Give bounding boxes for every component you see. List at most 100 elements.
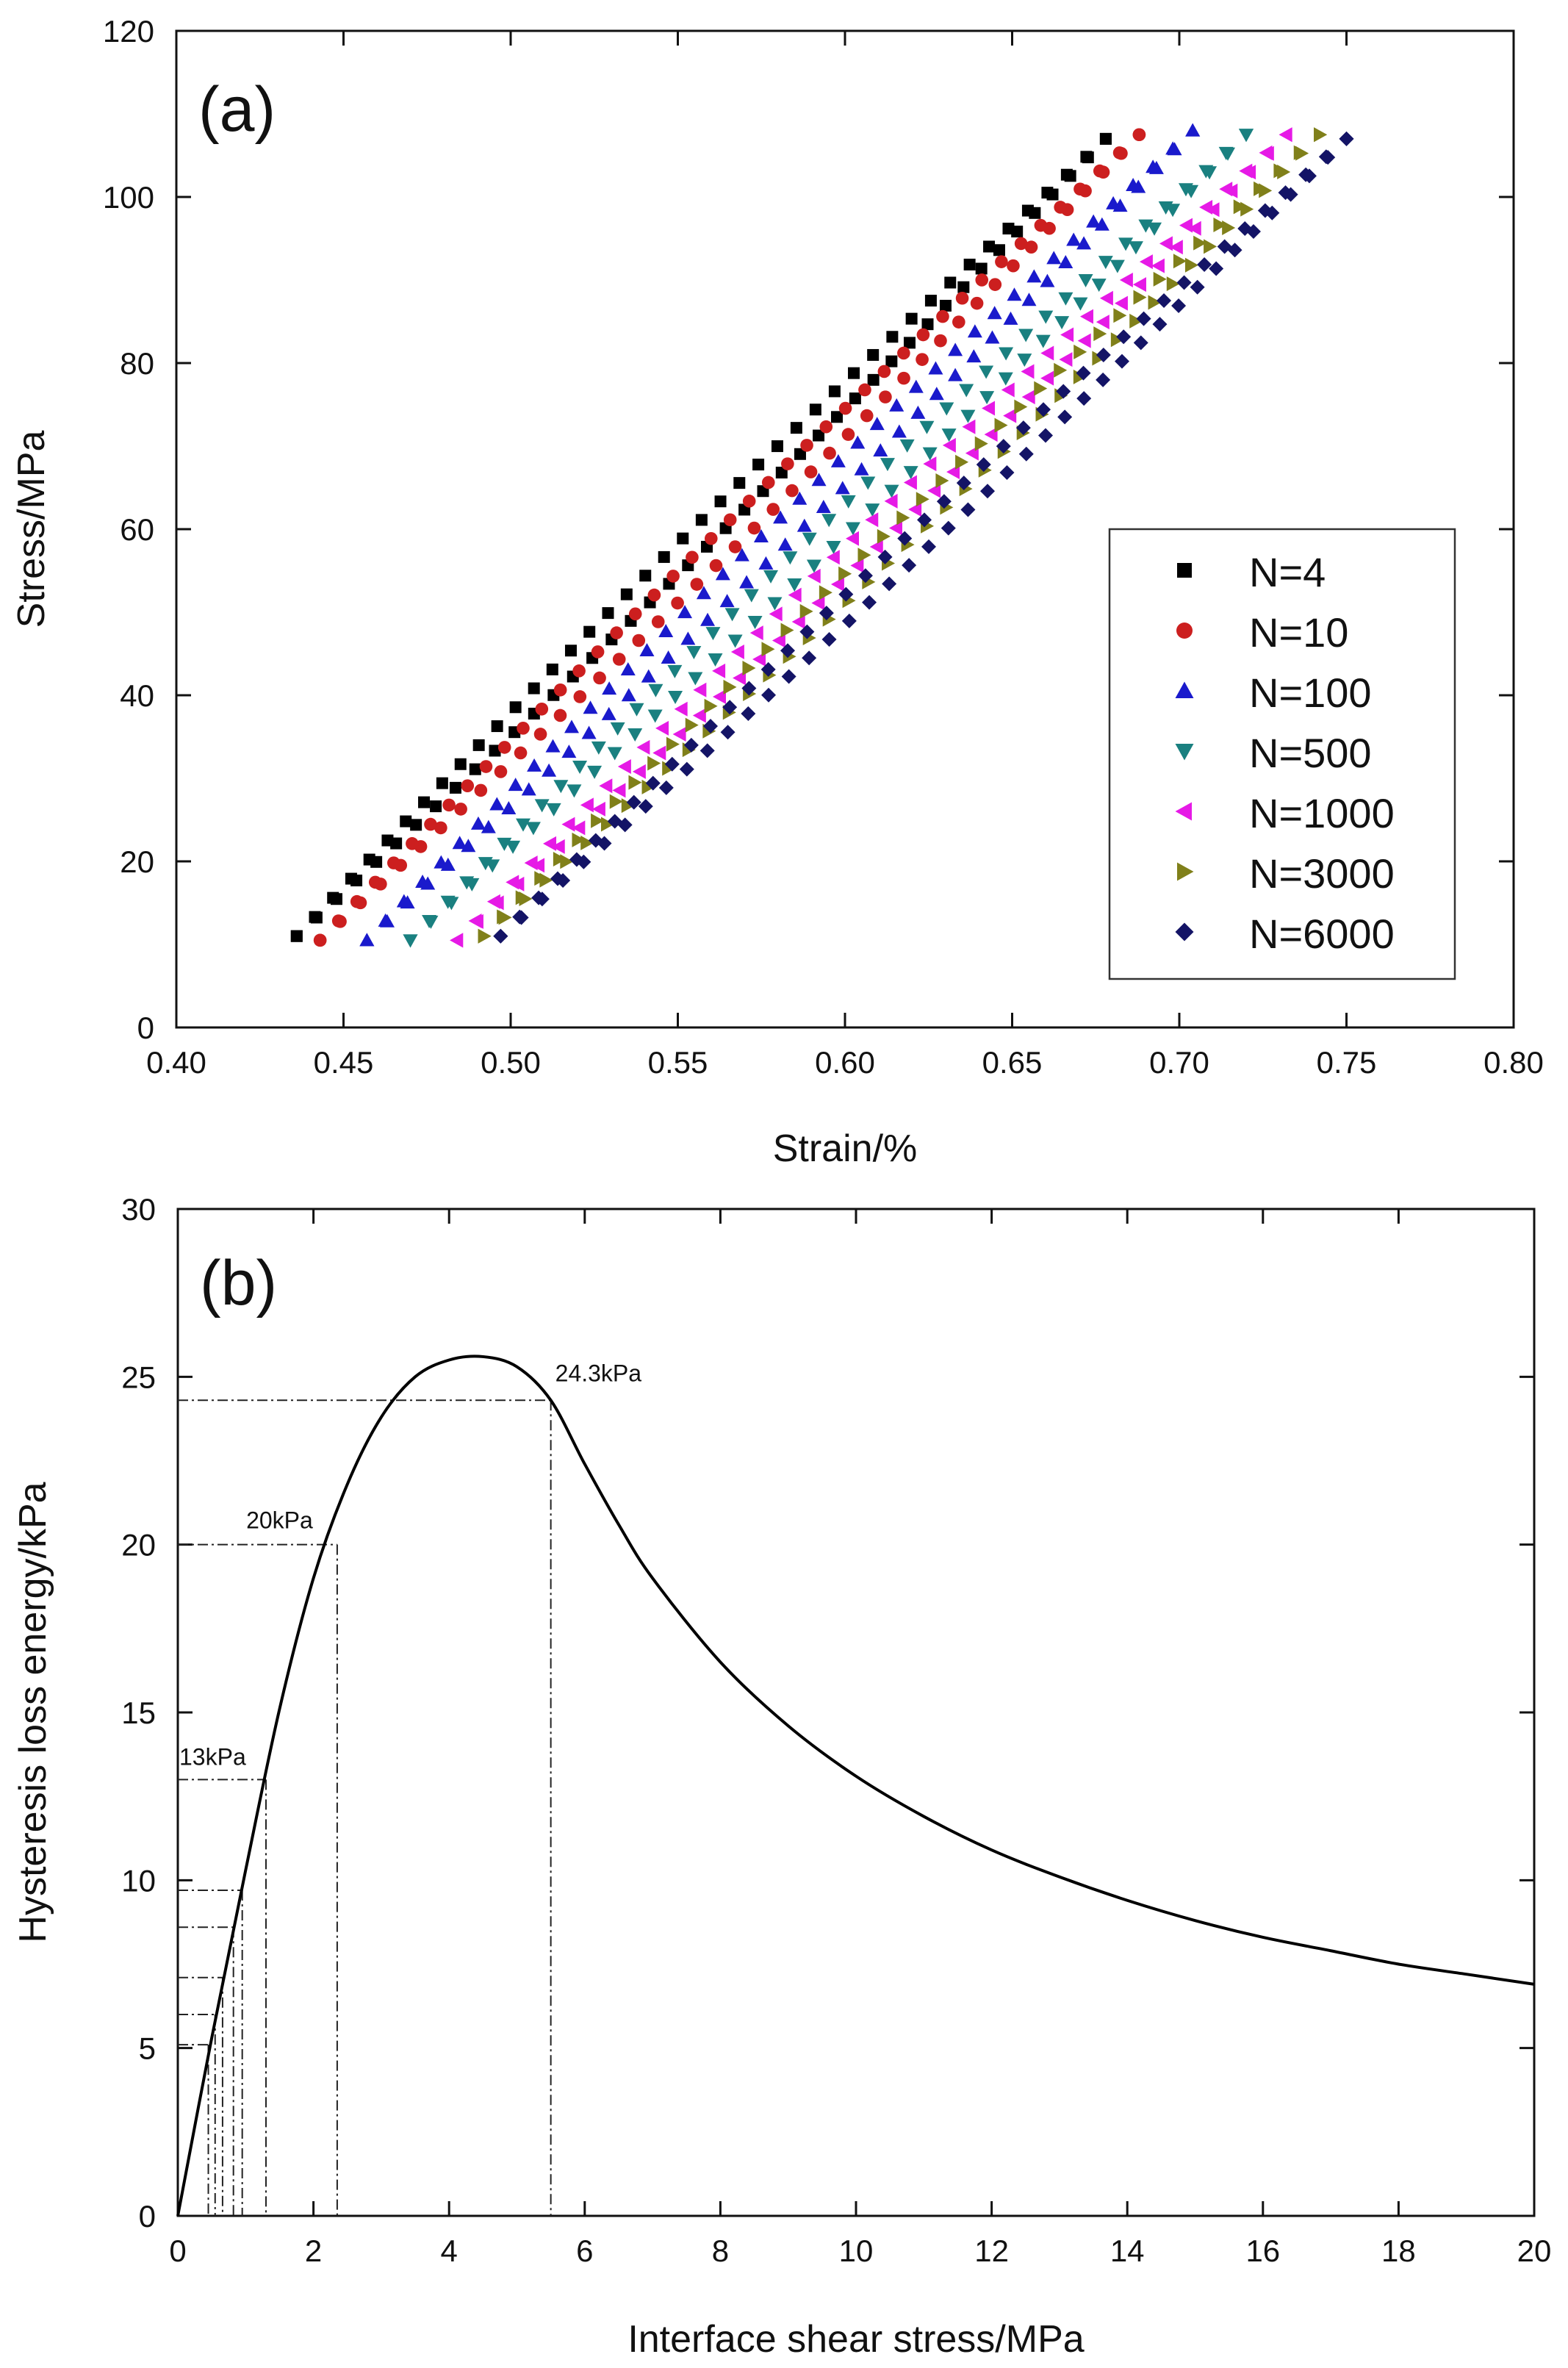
- legend-item: N=10: [1176, 609, 1348, 656]
- data-point: [994, 417, 1008, 433]
- data-point: [780, 623, 794, 638]
- y-tick-label: 0: [137, 1011, 154, 1045]
- data-point: [777, 537, 793, 551]
- data-point: [1293, 145, 1307, 160]
- data-point: [819, 585, 832, 600]
- data-point: [976, 457, 991, 473]
- data-point: [1218, 146, 1234, 160]
- data-point: [794, 448, 806, 460]
- data-point: [838, 586, 854, 602]
- legend-item: N=100: [1175, 670, 1372, 716]
- data-point: [434, 855, 449, 869]
- data-point: [1079, 309, 1093, 324]
- data-point: [984, 427, 998, 442]
- data-point: [1239, 163, 1253, 179]
- data-point: [922, 447, 938, 461]
- panel-a: 0 20 40 60 80 100 120 0.40 0.45 0.50 0.55 0.60 0.65…: [10, 14, 1544, 1170]
- data-point: [1060, 168, 1073, 181]
- data-point: [897, 346, 910, 360]
- data-point: [481, 819, 496, 833]
- data-point: [583, 700, 598, 714]
- legend-item: N=3000: [1177, 850, 1395, 897]
- data-point: [610, 626, 623, 639]
- data-point: [524, 855, 538, 871]
- x-tick-label: 0.65: [982, 1045, 1043, 1080]
- data-point: [1318, 149, 1334, 165]
- data-point: [1003, 408, 1017, 423]
- data-point: [830, 577, 844, 592]
- data-point: [903, 337, 916, 349]
- data-point: [561, 745, 577, 758]
- data-point: [610, 722, 625, 736]
- data-point: [1114, 295, 1128, 311]
- legend-label: N=500: [1249, 730, 1372, 776]
- data-point: [368, 875, 382, 889]
- legend-marker: [1176, 623, 1193, 639]
- series-N=1000: [450, 127, 1292, 948]
- data-point: [985, 330, 1000, 344]
- data-point: [848, 367, 860, 379]
- data-point: [1099, 290, 1113, 306]
- data-point: [857, 568, 873, 584]
- data-point: [1148, 295, 1162, 310]
- data-point: [591, 813, 605, 828]
- data-point: [686, 645, 702, 659]
- data-point: [572, 832, 586, 847]
- data-point: [1339, 131, 1354, 146]
- data-point: [1178, 183, 1193, 197]
- data-point: [583, 625, 596, 638]
- data-point: [591, 645, 605, 659]
- data-point: [1060, 327, 1074, 342]
- data-point: [1046, 251, 1062, 265]
- data-point: [879, 390, 892, 403]
- data-point: [514, 746, 528, 760]
- legend-marker: [1177, 563, 1192, 578]
- data-point: [850, 558, 864, 573]
- data-point: [888, 520, 902, 536]
- data-point: [406, 837, 419, 850]
- data-point: [830, 453, 846, 467]
- data-point: [799, 603, 813, 619]
- data-point: [727, 634, 743, 648]
- data-point: [771, 440, 783, 453]
- data-point: [983, 240, 996, 253]
- y-tick-label: 5: [139, 2031, 156, 2066]
- data-point: [720, 725, 736, 740]
- reference-line: [178, 2014, 216, 2216]
- data-point: [1096, 315, 1110, 330]
- data-point: [612, 653, 626, 666]
- data-point: [531, 858, 545, 873]
- data-point: [860, 476, 876, 490]
- data-point: [607, 814, 622, 829]
- data-point: [935, 473, 949, 488]
- data-point: [999, 347, 1014, 361]
- data-point: [521, 782, 536, 796]
- x-tick-label: 0: [169, 2234, 186, 2268]
- legend-label: N=100: [1249, 670, 1372, 716]
- data-point: [546, 803, 561, 817]
- data-point: [763, 570, 779, 584]
- data-point: [1106, 195, 1121, 209]
- data-point: [921, 318, 934, 331]
- data-point: [478, 857, 493, 871]
- data-point: [1133, 290, 1147, 305]
- data-point: [1034, 218, 1048, 232]
- data-point: [387, 856, 400, 869]
- data-point: [1132, 277, 1146, 293]
- data-point: [715, 567, 730, 581]
- data-point: [841, 613, 857, 628]
- panel-label-b: (b): [200, 1248, 277, 1318]
- data-point: [1026, 269, 1042, 283]
- data-point: [884, 484, 899, 498]
- data-point: [632, 764, 646, 779]
- data-point: [647, 709, 663, 723]
- data-point: [671, 596, 684, 610]
- data-point: [966, 349, 982, 363]
- panel-label-a: (a): [198, 74, 276, 145]
- data-point: [816, 500, 831, 514]
- data-point: [903, 475, 917, 490]
- y-tick-label: 10: [121, 1863, 156, 1898]
- y-tick-label: 100: [103, 180, 154, 215]
- data-point: [819, 606, 834, 621]
- data-point: [877, 528, 891, 544]
